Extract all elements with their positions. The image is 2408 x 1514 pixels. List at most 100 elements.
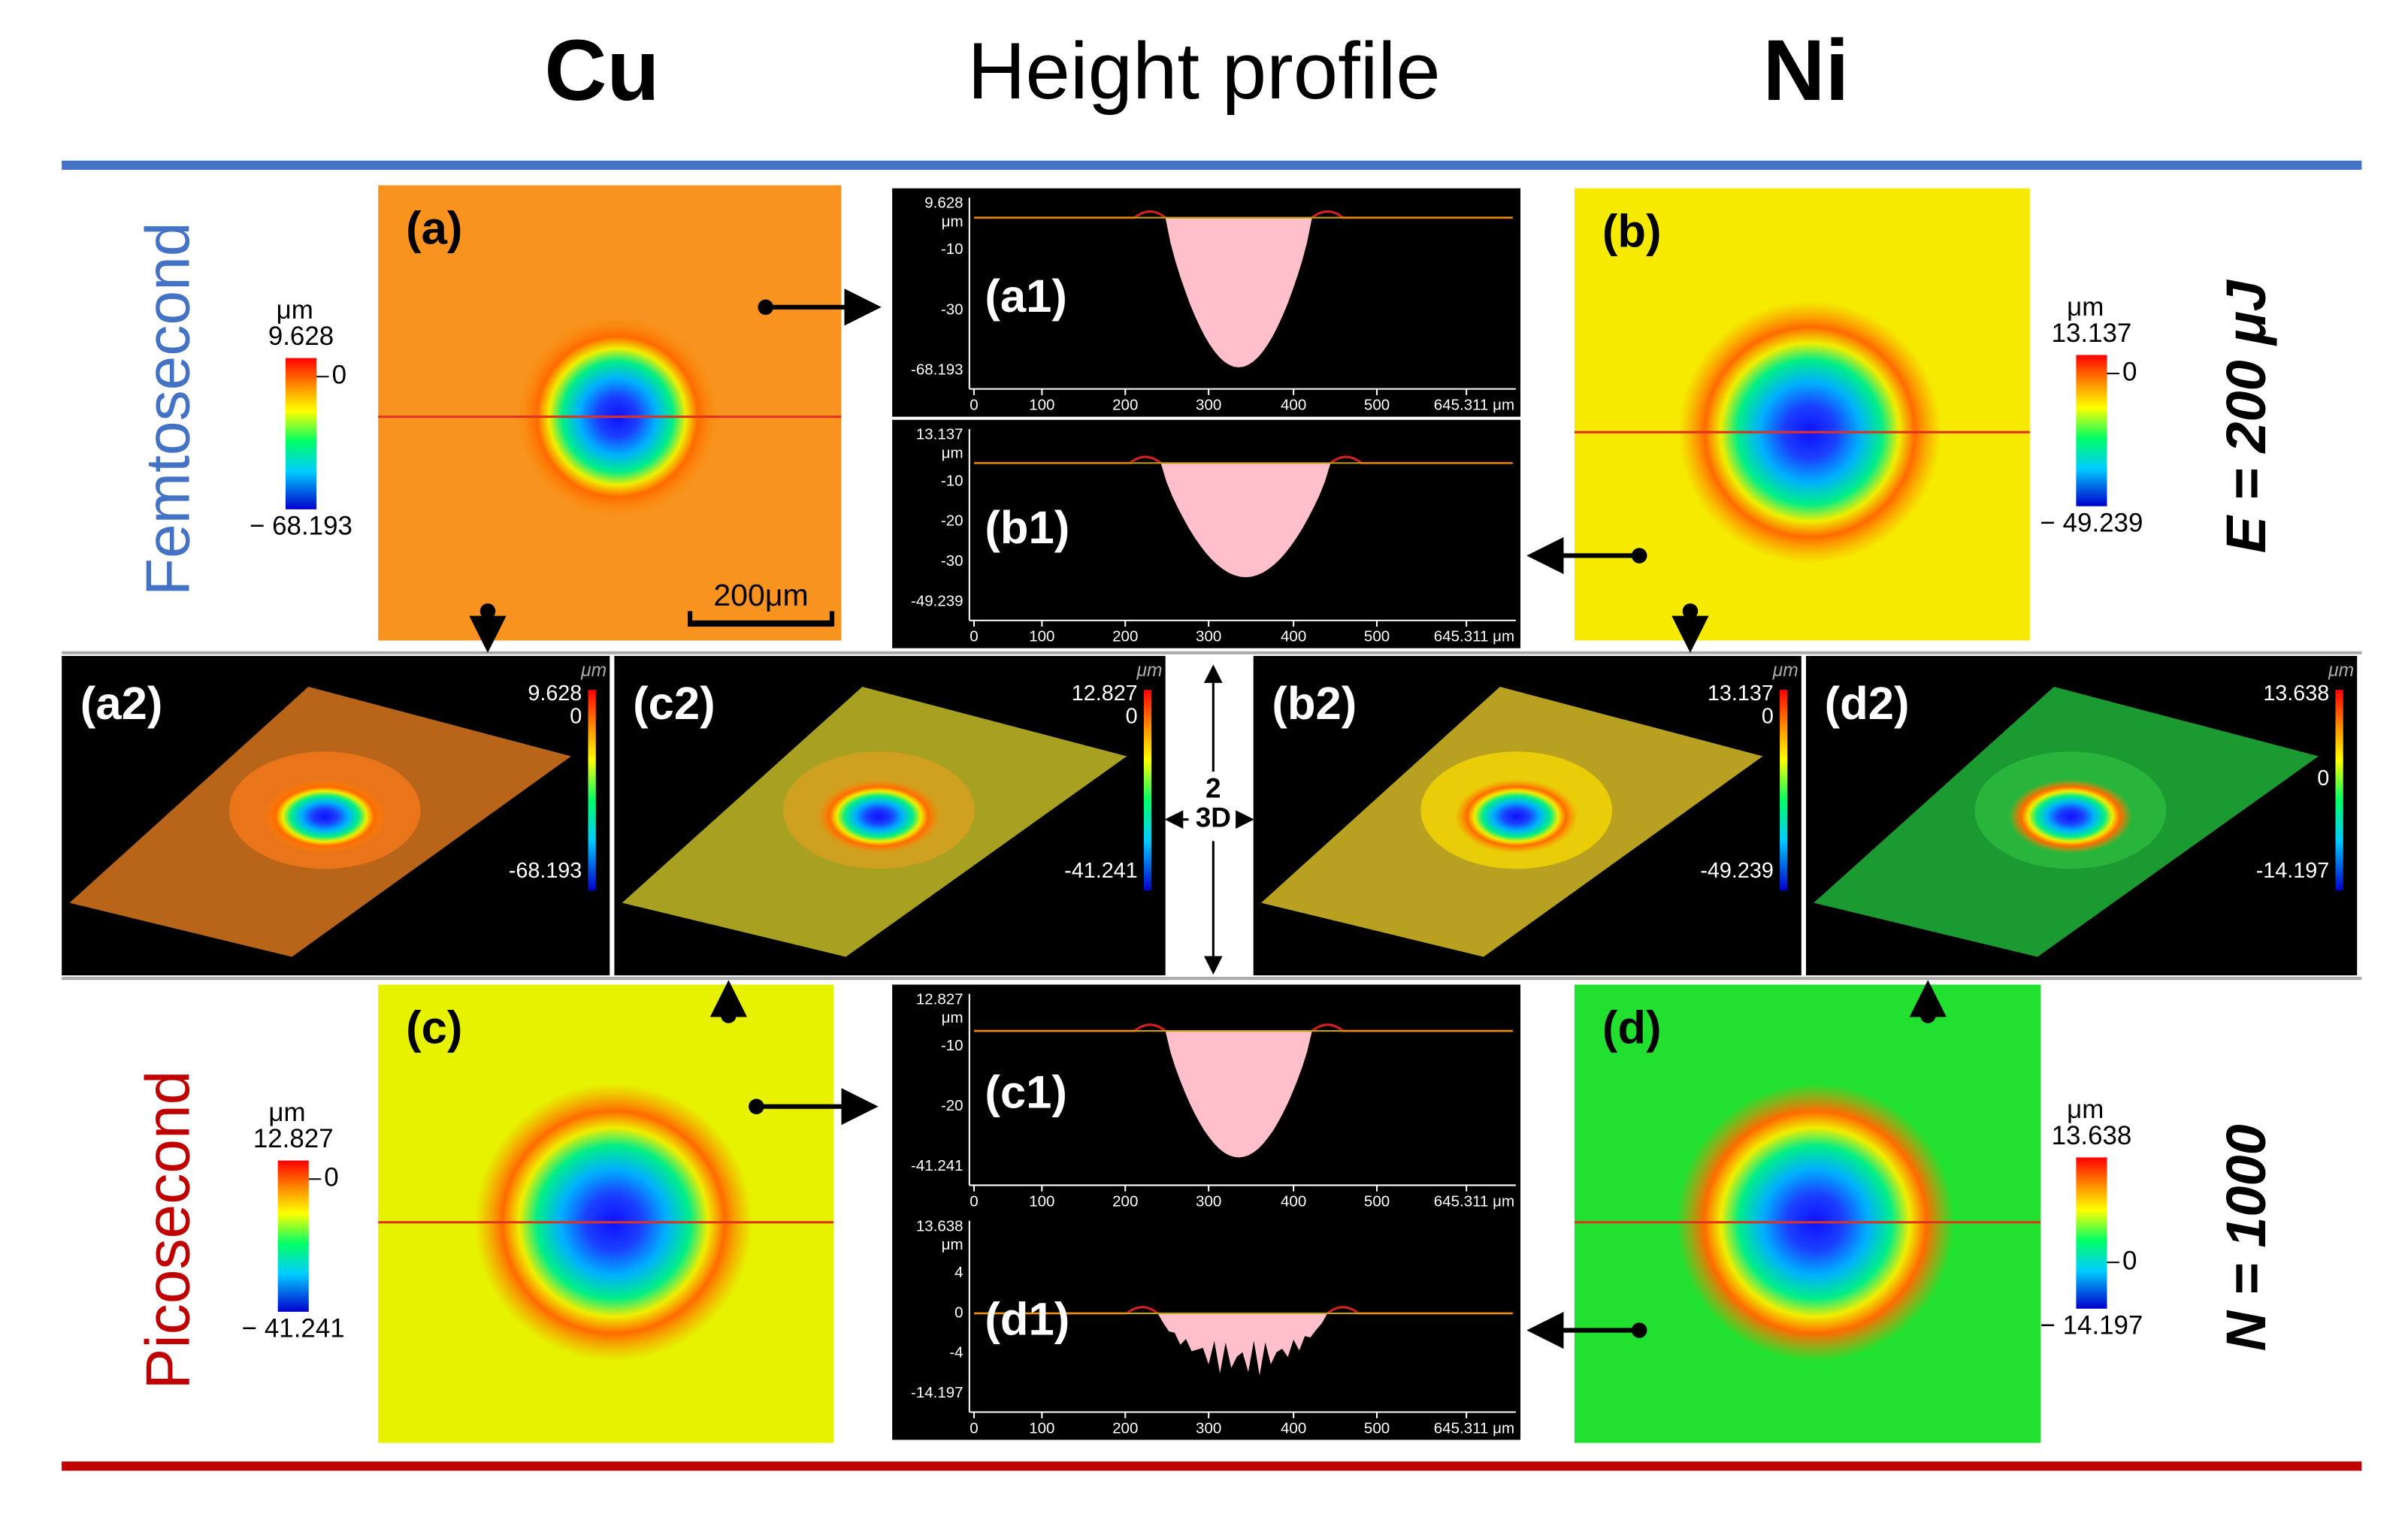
- y-tick-label: μm: [942, 444, 964, 461]
- colorbar-zero: 0: [2317, 766, 2329, 790]
- x-tick-label: 500: [1364, 1192, 1390, 1210]
- y-tick-label: -4: [949, 1344, 963, 1361]
- colorbar-min: − 68.193: [250, 512, 352, 541]
- x-tick-label: 300: [1196, 1192, 1221, 1210]
- colorbar-unit: μm: [2067, 292, 2104, 322]
- crater: [2008, 779, 2133, 854]
- y-tick-label: -49.239: [911, 593, 964, 610]
- colorbar: [1143, 690, 1152, 891]
- colorbar-zero: 0: [324, 1162, 338, 1192]
- colorbar-unit: μm: [1136, 660, 1163, 681]
- profile-fill: [1165, 217, 1312, 367]
- x-tick-label: 200: [1112, 1192, 1138, 1210]
- panel-label: (b): [1602, 206, 1662, 258]
- y-tick-label: μm: [942, 1009, 964, 1026]
- colorbar-zero: 0: [1126, 705, 1138, 729]
- colorbar: [2076, 1157, 2107, 1309]
- colorbar-max: 9.628: [528, 681, 582, 706]
- arrow-dot: [1631, 548, 1647, 564]
- colorbar-max: 12.827: [253, 1124, 334, 1153]
- x-tick-label: 200: [1112, 628, 1138, 645]
- colorbar-max: 13.137: [1708, 681, 1774, 706]
- x-tick-label: 200: [1112, 397, 1138, 414]
- arrow-dot: [758, 299, 773, 316]
- colorbar-zero: 0: [332, 360, 346, 389]
- x-tick-label: 300: [1196, 628, 1221, 645]
- y-tick-label: -10: [941, 472, 964, 489]
- colorbar-min: -68.193: [509, 859, 582, 883]
- y-tick-label: -30: [941, 301, 964, 318]
- y-tick-label: 4: [954, 1264, 963, 1281]
- x-tick-label: 100: [1029, 1419, 1054, 1437]
- row-label: Femtosecond: [135, 222, 203, 597]
- arrow-dot: [1682, 603, 1699, 619]
- colorbar-unit: μm: [2328, 660, 2354, 681]
- x-tick-label: 200: [1112, 1419, 1138, 1437]
- parameter: N = 1000: [2215, 1124, 2277, 1351]
- colorbar-min: -41.241: [1064, 859, 1138, 883]
- x-tick-label: 400: [1281, 1419, 1306, 1437]
- x-tick-label: 0: [970, 1192, 978, 1210]
- arrow-dot: [479, 603, 496, 619]
- crater: [262, 779, 387, 854]
- colorbar: [285, 358, 317, 509]
- colorbar-max: 13.638: [2263, 681, 2329, 706]
- x-tick-label: 0: [970, 397, 978, 414]
- panel-label: (d2): [1825, 678, 1910, 730]
- column-header: Ni: [1763, 23, 1850, 119]
- center-label: 3D: [1196, 802, 1231, 833]
- colorbar-min: -14.197: [2256, 859, 2330, 883]
- panel-label: (d): [1602, 1002, 1662, 1053]
- arrow-dot: [749, 1098, 764, 1114]
- x-tick-label: 300: [1196, 397, 1221, 414]
- colorbar-unit: μm: [277, 295, 313, 325]
- colorbar: [277, 1160, 309, 1312]
- profile-fill: [1157, 1313, 1328, 1376]
- x-tick-label: 100: [1029, 397, 1054, 414]
- x-tick-label: 100: [1029, 628, 1054, 645]
- x-tick-label: 500: [1364, 628, 1390, 645]
- y-tick-label: -41.241: [911, 1157, 964, 1174]
- x-tick-label: 645.311 μm: [1434, 628, 1514, 645]
- y-tick-label: 12.827: [916, 990, 964, 1008]
- y-tick-label: 13.137: [916, 426, 964, 443]
- y-tick-label: -10: [941, 1037, 964, 1054]
- colorbar-unit: μm: [580, 660, 607, 681]
- column-header: Cu: [544, 23, 659, 119]
- colorbar-max: 13.638: [2052, 1121, 2132, 1150]
- x-tick-label: 400: [1281, 1192, 1306, 1210]
- x-tick-label: 400: [1281, 397, 1306, 414]
- colorbar-unit: μm: [268, 1098, 305, 1127]
- x-tick-label: 645.311 μm: [1434, 1192, 1514, 1210]
- colorbar: [588, 690, 596, 891]
- arrow-dot: [1919, 1008, 1936, 1023]
- colorbar-min: -49.239: [1700, 859, 1774, 883]
- colorbar-zero: 0: [2122, 1246, 2137, 1275]
- panel-label: (b1): [985, 502, 1069, 554]
- y-tick-label: -14.197: [911, 1384, 964, 1401]
- x-tick-label: 645.311 μm: [1434, 397, 1514, 414]
- y-tick-label: -30: [941, 552, 964, 570]
- panel-label: (a): [406, 202, 462, 254]
- panel-label: (c): [406, 1002, 462, 1053]
- colorbar-max: 13.137: [2052, 319, 2132, 348]
- x-tick-label: 100: [1029, 1192, 1054, 1210]
- colorbar-min: − 14.197: [2040, 1311, 2143, 1340]
- colorbar: [2076, 355, 2107, 506]
- y-tick-label: -20: [941, 512, 964, 530]
- crater: [817, 779, 941, 854]
- y-tick-label: μm: [942, 213, 964, 230]
- y-tick-label: -10: [941, 240, 964, 258]
- scale-bar-label: 200μm: [713, 578, 808, 612]
- y-tick-label: 13.638: [916, 1217, 964, 1234]
- x-tick-label: 300: [1196, 1419, 1221, 1437]
- colorbar-unit: μm: [2067, 1095, 2104, 1124]
- y-tick-label: -68.193: [911, 361, 964, 378]
- x-tick-label: 400: [1281, 628, 1306, 645]
- panel-label: (c1): [985, 1067, 1067, 1119]
- panel-label: (d1): [985, 1294, 1069, 1346]
- y-tick-label: 0: [954, 1304, 963, 1321]
- row-label: Picosecond: [135, 1071, 203, 1390]
